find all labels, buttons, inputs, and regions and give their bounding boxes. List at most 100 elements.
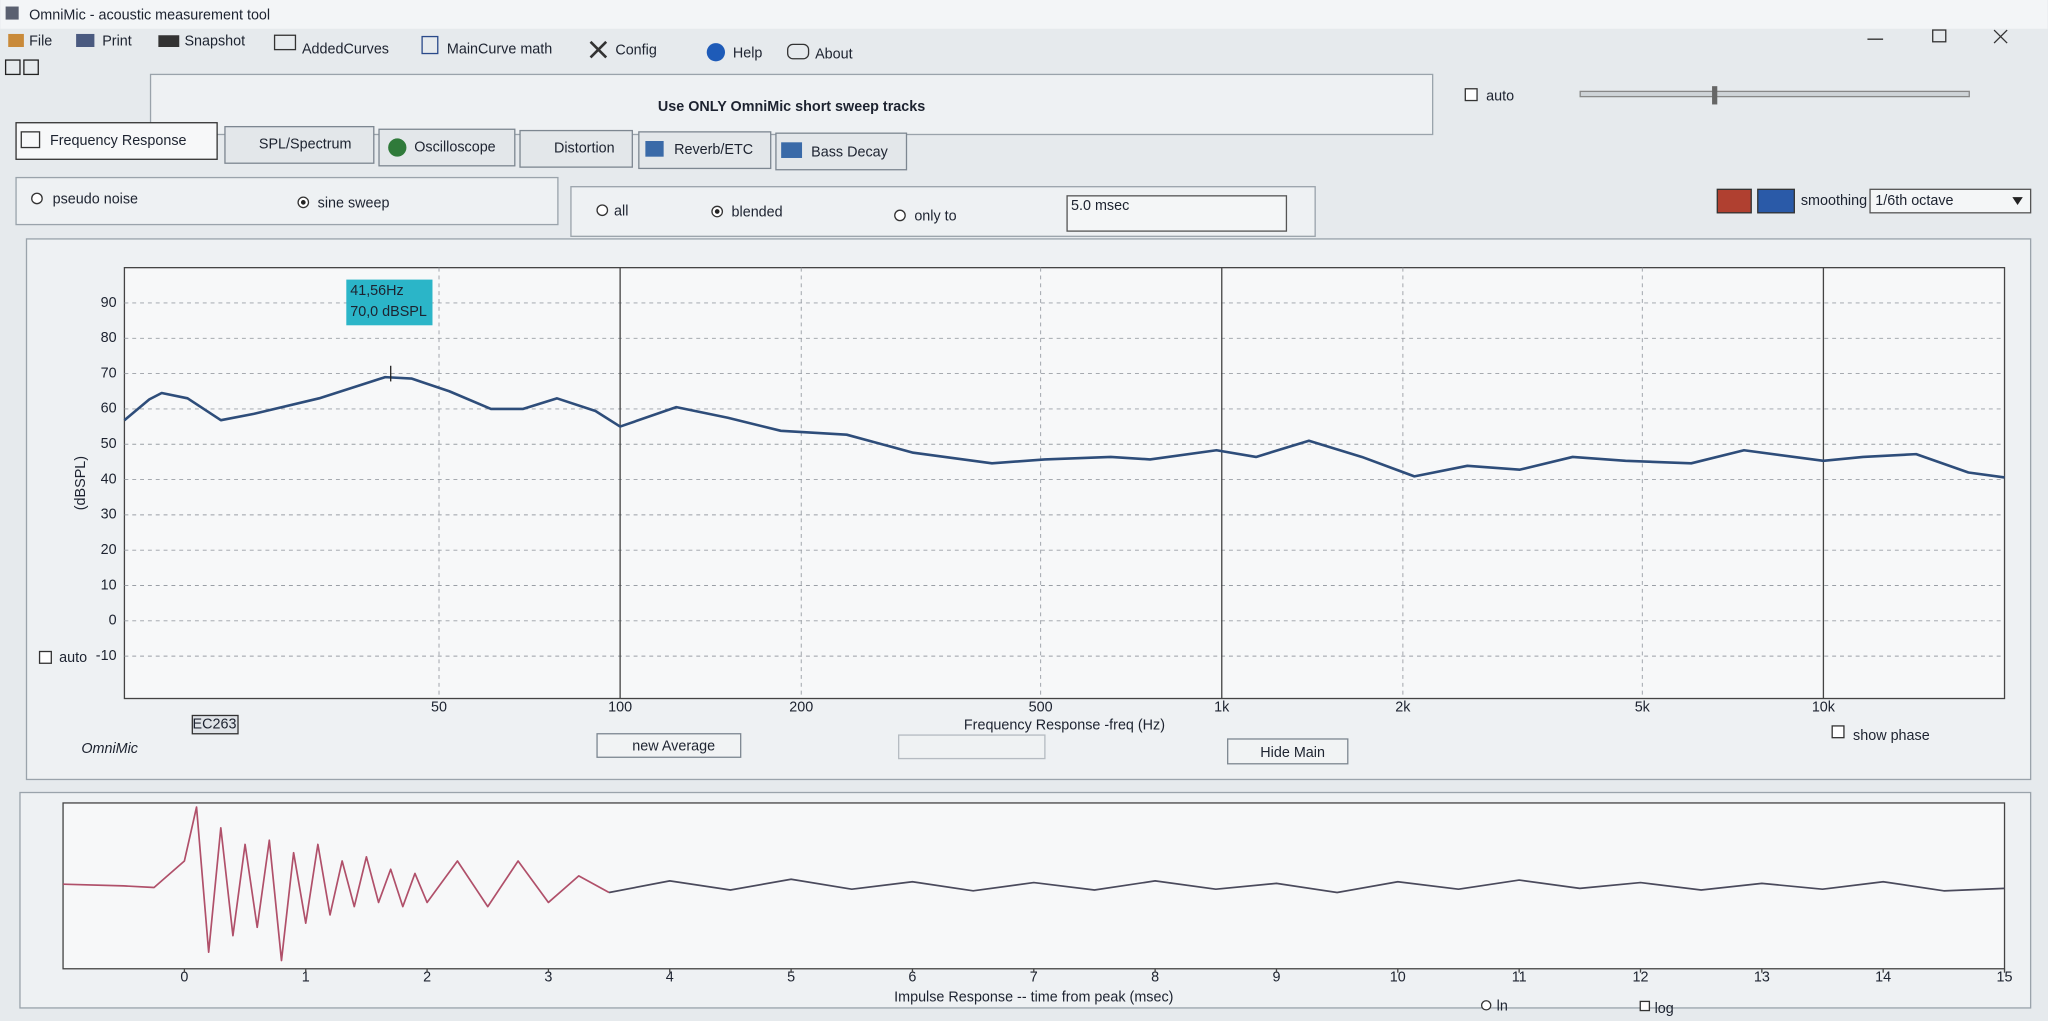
x-tick-label: 2k — [1395, 699, 1411, 715]
x-axis-title: Frequency Response -freq (Hz) — [964, 718, 1165, 734]
x-tick-label: 6 — [908, 970, 916, 986]
y-tick-label: -10 — [96, 648, 117, 664]
x-tick-label: 7 — [1030, 970, 1038, 986]
radio[interactable] — [596, 204, 609, 217]
menu-icon — [787, 43, 810, 60]
y-tick-label: 50 — [101, 436, 117, 452]
menu-item[interactable]: Config — [615, 43, 657, 59]
y-tick-label: 60 — [101, 401, 117, 417]
x-tick-label: 9 — [1272, 970, 1280, 986]
title-bar — [0, 0, 2048, 29]
x-tick-label: 500 — [1029, 699, 1053, 715]
tab-label[interactable]: Oscilloscope — [414, 139, 495, 155]
x-tick-label: 4 — [666, 970, 674, 986]
tab-label[interactable]: SPL/Spectrum — [259, 137, 352, 153]
x-tick-label: 8 — [1151, 970, 1159, 986]
menu-icon — [158, 35, 180, 48]
x-tick-label: 12 — [1633, 970, 1649, 986]
hide-main-button[interactable] — [1227, 738, 1349, 765]
tab[interactable] — [224, 125, 375, 164]
banner-text: Use ONLY OmniMic short sweep tracks — [658, 99, 925, 115]
window-time-value[interactable]: 5.0 msec — [1071, 198, 1129, 214]
menu-item[interactable]: Snapshot — [184, 34, 245, 50]
view-button[interactable] — [23, 59, 39, 76]
maximize-button[interactable] — [1932, 29, 1947, 43]
radio[interactable] — [894, 209, 906, 222]
y-tick-label: 20 — [101, 542, 117, 558]
x-tick-label: 100 — [608, 699, 632, 715]
menu-item[interactable]: MainCurve math — [447, 41, 552, 57]
radio-label: ln — [1497, 998, 1508, 1014]
x-tick-label: 1k — [1214, 699, 1230, 715]
y-tick-label: 10 — [101, 577, 117, 593]
tab-label[interactable]: Reverb/ETC — [674, 142, 753, 158]
y-auto-checkbox[interactable] — [38, 650, 52, 664]
window-time-input[interactable] — [1066, 195, 1288, 232]
menu-item[interactable]: Print — [102, 34, 132, 50]
radio-dot — [300, 200, 306, 205]
radio[interactable] — [31, 192, 43, 205]
radio-label: blended — [732, 205, 783, 221]
menu-item[interactable]: Help — [733, 45, 763, 61]
dropdown-arrow — [2012, 197, 2023, 205]
color-button[interactable] — [1757, 188, 1795, 214]
slider-thumb[interactable] — [1712, 86, 1718, 105]
x-tick-label: 3 — [544, 970, 552, 986]
x-tick-label: 2 — [423, 970, 431, 986]
impulse-plot-area — [62, 802, 2006, 970]
y-tick-label: 30 — [101, 507, 117, 523]
y-auto-label: auto — [59, 650, 87, 666]
new-average-button[interactable] — [596, 733, 742, 758]
menu-icon — [76, 33, 95, 48]
tab-icon — [645, 141, 664, 157]
x-tick-label: 200 — [789, 699, 813, 715]
x-tick-label: 10k — [1812, 699, 1836, 715]
view-button[interactable] — [4, 59, 21, 76]
menu-item[interactable]: AddedCurves — [302, 41, 389, 57]
close-button[interactable] — [1993, 29, 2008, 44]
window-title: OmniMic - acoustic measurement tool — [29, 7, 270, 23]
log-checkbox[interactable] — [1639, 1000, 1651, 1012]
auto-checkbox[interactable] — [1464, 88, 1478, 102]
smoothing-value[interactable]: 1/6th octave — [1875, 193, 1953, 209]
tab[interactable] — [519, 129, 633, 168]
color-button[interactable] — [1716, 188, 1752, 214]
radio-dot — [714, 209, 720, 214]
menu-icon — [589, 40, 608, 59]
radio-label: sine sweep — [318, 195, 390, 211]
tab-label[interactable]: Bass Decay — [811, 145, 888, 161]
radio[interactable] — [1480, 1000, 1492, 1011]
slider-track[interactable] — [1579, 90, 1970, 98]
x-tick-label: 11 — [1512, 970, 1527, 986]
button-label[interactable]: Hide Main — [1260, 745, 1325, 761]
y-tick-label: 40 — [101, 471, 117, 487]
show-phase-label: show phase — [1853, 728, 1930, 744]
menu-bar: File Print Snapshot AddedCurves MainCurv… — [8, 33, 853, 63]
x-tick-label: 10 — [1390, 970, 1406, 986]
show-phase-checkbox[interactable] — [1831, 725, 1845, 739]
cursor-label: 70,0 dBSPL — [350, 304, 427, 320]
x-tick-label: 5 — [787, 970, 795, 986]
cursor-box — [346, 279, 433, 326]
tab-label[interactable]: Frequency Response — [50, 133, 187, 149]
tab-icon — [781, 142, 803, 158]
tab-bar: Frequency Response SPL/Spectrum Oscillos… — [15, 122, 908, 171]
menu-item[interactable]: File — [29, 34, 52, 50]
tab[interactable] — [15, 122, 218, 160]
signal-group — [15, 176, 559, 226]
tab-icon — [20, 131, 41, 149]
data-line — [63, 806, 610, 962]
x-tick-label: 5k — [1635, 699, 1651, 715]
tab-icon — [388, 138, 407, 157]
y-tick-label: 90 — [101, 295, 117, 311]
menu-item[interactable]: About — [815, 47, 853, 63]
x-tick-label: 15 — [1997, 970, 2013, 986]
x-tick-label: 1 — [302, 970, 310, 986]
radio-label: only to — [914, 209, 956, 225]
button-label[interactable]: new Average — [632, 739, 715, 755]
tab-label[interactable]: Distortion — [554, 141, 615, 157]
menu-icon — [421, 35, 439, 55]
data-line — [123, 375, 2005, 479]
smoothing-select[interactable] — [1869, 188, 2032, 214]
mic-badge — [191, 714, 239, 735]
